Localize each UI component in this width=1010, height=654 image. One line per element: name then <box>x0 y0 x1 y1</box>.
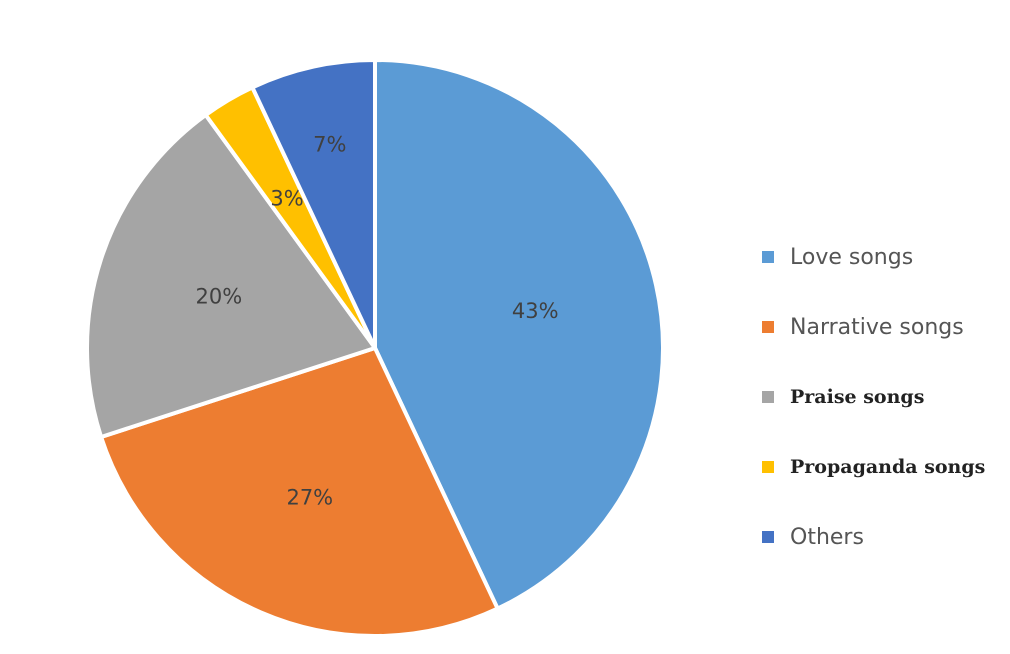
legend-swatch <box>762 461 774 473</box>
legend-item-praise-songs: Praise songs <box>762 362 985 432</box>
slice-label-narrative-songs: 27% <box>286 486 333 510</box>
legend-item-propaganda-songs: Propaganda songs <box>762 432 985 502</box>
legend-label: Love songs <box>790 244 914 270</box>
legend-label: Others <box>790 524 864 550</box>
legend-swatch <box>762 321 774 333</box>
slice-label-praise-songs: 20% <box>196 284 243 308</box>
legend-item-narrative-songs: Narrative songs <box>762 292 985 362</box>
pie-slice-others <box>250 58 377 350</box>
legend-label: Praise songs <box>790 386 925 408</box>
legend-swatch <box>762 531 774 543</box>
legend-item-others: Others <box>762 502 985 572</box>
pie-slice-narrative-songs <box>99 346 500 638</box>
legend-label: Narrative songs <box>790 314 964 340</box>
slice-label-propaganda-songs: 3% <box>270 186 303 210</box>
slice-label-love-songs: 43% <box>512 299 559 323</box>
legend-swatch <box>762 251 774 263</box>
chart-legend: Love songs Narrative songs Praise songs Pro… <box>762 222 985 572</box>
slice-label-others: 7% <box>313 133 346 157</box>
legend-swatch <box>762 391 774 403</box>
legend-item-love-songs: Love songs <box>762 222 985 292</box>
pie-slice-love-songs <box>373 58 665 611</box>
pie-slice-praise-songs <box>85 113 377 439</box>
legend-label: Propaganda songs <box>790 456 986 478</box>
